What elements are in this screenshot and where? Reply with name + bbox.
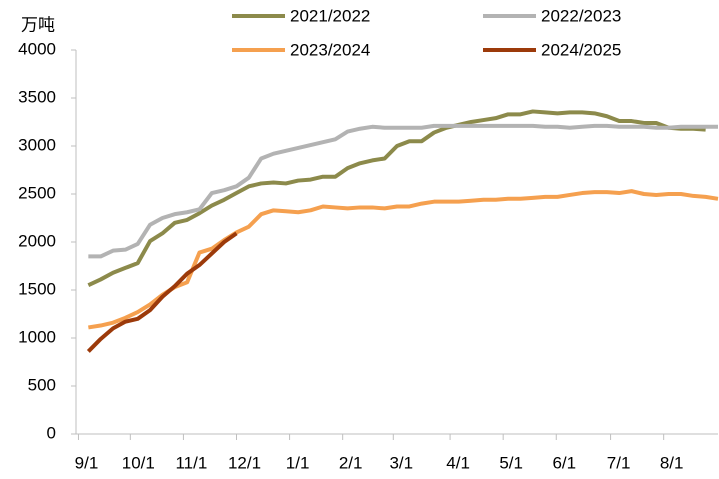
y-tick-label: 3500 <box>18 87 56 106</box>
y-tick-label: 4000 <box>18 39 56 58</box>
legend-label: 2021/2022 <box>290 6 370 25</box>
x-tick-label: 11/1 <box>175 453 207 472</box>
x-tick-label: 9/1 <box>75 453 99 472</box>
x-tick-label: 7/1 <box>607 453 631 472</box>
y-tick-label: 1000 <box>18 327 56 346</box>
x-tick-label: 4/1 <box>446 453 470 472</box>
series-line <box>86 231 238 353</box>
y-tick-label: 2500 <box>18 183 56 202</box>
x-tick-label: 12/1 <box>228 453 261 472</box>
x-tick-label: 8/1 <box>660 453 684 472</box>
legend-label: 2024/2025 <box>541 40 621 59</box>
legend-label: 2023/2024 <box>290 40 370 59</box>
y-tick-label: 3000 <box>18 135 56 154</box>
y-axis-label: 万吨 <box>21 15 55 34</box>
x-tick-label: 10/1 <box>122 453 155 472</box>
y-tick-label: 500 <box>28 375 56 394</box>
y-tick-label: 0 <box>47 423 56 442</box>
x-tick-label: 3/1 <box>389 453 413 472</box>
legend-label: 2022/2023 <box>541 6 621 25</box>
series-line <box>87 109 706 288</box>
series-line <box>88 123 718 259</box>
y-tick-label: 1500 <box>18 279 56 298</box>
x-tick-label: 5/1 <box>499 453 523 472</box>
x-tick-label: 1/1 <box>286 453 310 472</box>
x-tick-label: 2/1 <box>339 453 363 472</box>
x-tick-label: 6/1 <box>552 453 576 472</box>
y-tick-label: 2000 <box>18 231 56 250</box>
